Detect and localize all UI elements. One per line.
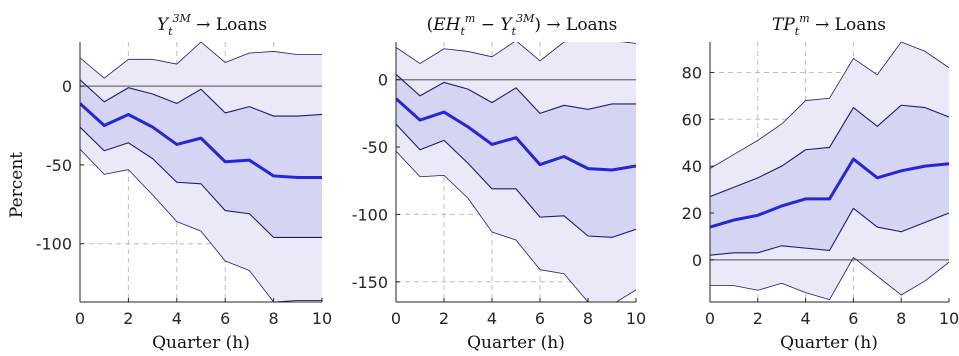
- panel-2-lower-inner-line: [396, 123, 636, 238]
- panel-1-x-tick-label-8: 8: [269, 309, 279, 328]
- panel-1-title-base: Y: [157, 15, 170, 35]
- panel-2-plot: 0 2 4 6 8 10 0 -50 -100 -150: [352, 42, 646, 328]
- panel-1-plot: 0 2 4 6 8 10 0 -50 -100: [36, 42, 332, 328]
- panel-3-y-tick-label-20: 20: [682, 204, 702, 223]
- panel-3-title-sup: m: [799, 12, 809, 25]
- panel-2-title-minus: −: [475, 15, 500, 35]
- panel-3-upper-inner-line: [710, 104, 949, 198]
- panel-1-lower-outer-line: [80, 148, 322, 302]
- panel-3-x-tick-label-0: 0: [705, 309, 715, 328]
- panel-1-y-tick-label--50: -50: [46, 156, 72, 175]
- panel-2-x-axis-label: Quarter (h): [467, 333, 565, 353]
- panel-1-y-tick-label-0: 0: [62, 77, 72, 96]
- panel-2-title-sup2: 3M: [516, 12, 535, 25]
- panel-3-y-tick-label-0: 0: [692, 251, 702, 270]
- panel-1-title: Yt3M → Loans: [157, 12, 267, 38]
- panel-3-title-sub: t: [795, 25, 800, 38]
- panel-3-x-tick-label-2: 2: [753, 309, 763, 328]
- panel-1-x-tick-label-4: 4: [172, 309, 182, 328]
- panel-1-x-axis-label: Quarter (h): [152, 333, 250, 353]
- panel-2-inner-band: [396, 74, 636, 238]
- panel-1-y-tick-label--100: -100: [36, 235, 72, 254]
- panel-2-lower-outer-line: [396, 150, 636, 302]
- panel-1-x-tick-label-6: 6: [220, 309, 230, 328]
- panel-1-lower-inner-line: [80, 126, 322, 238]
- panel-2-y-tick-label--50: -50: [362, 138, 388, 157]
- panel-2-upper-outer-line: [396, 42, 636, 64]
- panel-1-x-tick-label-10: 10: [312, 309, 332, 328]
- panel-3-y-tick-label-80: 80: [682, 63, 702, 82]
- panel-2-x-tick-label-2: 2: [439, 309, 449, 328]
- panel-3-upper-outer-line: [710, 42, 949, 169]
- panel-2-upper-inner-line: [396, 73, 636, 114]
- panel-3-x-tick-label-10: 10: [939, 309, 959, 328]
- panel-1-upper-inner-line: [80, 79, 322, 117]
- panel-3-inner-band: [710, 105, 949, 256]
- panel-3-plot: 0 2 4 6 8 10 0 20 40 60 80: [682, 42, 959, 328]
- panel-2-title-sub1: t: [461, 25, 466, 38]
- panel-2-title-base1: EH: [432, 15, 461, 35]
- panel-1-median-line: [80, 102, 322, 180]
- panel-3-lower-outer-line: [710, 257, 949, 301]
- panel-1-title-sub: t: [168, 25, 173, 38]
- panel-2-x-tick-label-4: 4: [487, 309, 497, 328]
- panel-2-y-tick-label--150: -150: [352, 273, 388, 292]
- panel-3-x-tick-label-6: 6: [848, 309, 858, 328]
- panel-3-title-base: TP: [772, 15, 795, 35]
- panel-2-y-tick-label-0: 0: [378, 71, 388, 90]
- panel-2-title-base2: Y: [500, 15, 513, 35]
- panel-2-median-line: [396, 97, 636, 172]
- panel-1-x-tick-label-0: 0: [75, 309, 85, 328]
- panel-2-x-tick-label-10: 10: [626, 309, 646, 328]
- y-axis-label: Percent: [7, 152, 27, 218]
- panel-2-x-tick-label-8: 8: [583, 309, 593, 328]
- panel-2-x-tick-label-6: 6: [535, 309, 545, 328]
- panel-1-title-sup: 3M: [173, 12, 192, 25]
- panel-1-x-tick-label-2: 2: [123, 309, 133, 328]
- panel-3-x-axis-label: Quarter (h): [780, 333, 878, 353]
- panel-2-title-suffix: ) → Loans: [534, 15, 617, 35]
- panel-2-title-sup1: m: [465, 12, 475, 25]
- panel-2-title-sub2: t: [512, 25, 517, 38]
- panel-3-y-tick-label-40: 40: [682, 157, 702, 176]
- panel-2-y-tick-label--100: -100: [352, 205, 388, 224]
- panel-1-upper-outer-line: [80, 42, 322, 79]
- panel-2-title: (EHtm − Yt3M) → Loans: [427, 12, 618, 38]
- panel-3-x-tick-label-4: 4: [801, 309, 811, 328]
- panel-3-title: TPtm → Loans: [772, 12, 886, 38]
- panel-3-lower-inner-line: [710, 207, 949, 256]
- panel-2-title-lead: (: [427, 15, 434, 35]
- panel-3-y-tick-label-60: 60: [682, 110, 702, 129]
- panel-3-x-tick-label-8: 8: [896, 309, 906, 328]
- panel-2-x-tick-label-0: 0: [391, 309, 401, 328]
- panel-3-median-line: [710, 157, 949, 229]
- panel-3-title-suffix: → Loans: [810, 15, 886, 35]
- panel-1-title-suffix: → Loans: [191, 15, 267, 35]
